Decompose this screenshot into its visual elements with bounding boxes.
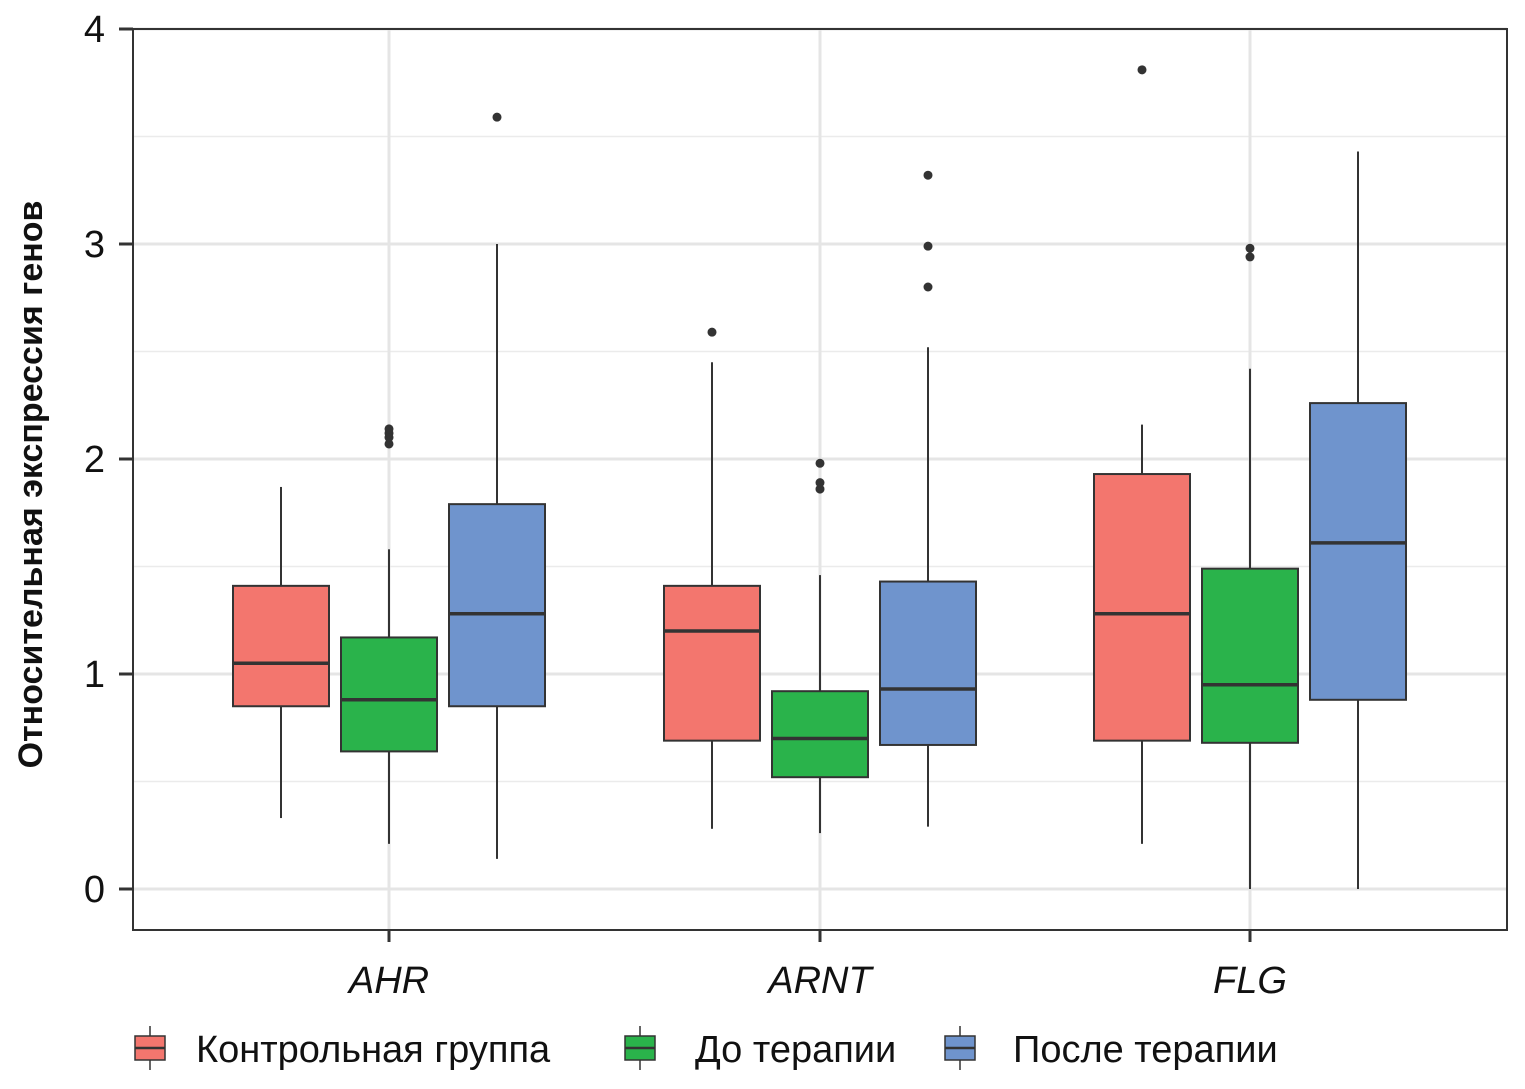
outlier-point xyxy=(1245,252,1255,262)
box-iqr xyxy=(1201,567,1299,744)
y-tick-label: 1 xyxy=(84,654,105,696)
box-ahr-2 xyxy=(448,112,546,859)
x-axis: AHR ARNT FLG xyxy=(347,930,1287,1002)
outlier-point xyxy=(815,484,825,494)
x-tick-label-arnt: ARNT xyxy=(766,960,874,1002)
legend-label: Контрольная группа xyxy=(196,1029,551,1071)
legend-label: После терапии xyxy=(1013,1029,1278,1071)
legend-item-0: Контрольная группа xyxy=(134,1026,551,1071)
box-flg-2 xyxy=(1309,151,1407,889)
outlier-point xyxy=(923,170,933,180)
y-tick-label: 0 xyxy=(84,869,105,911)
outlier-point xyxy=(384,424,394,434)
box-iqr xyxy=(340,636,438,753)
box-iqr xyxy=(1093,473,1191,742)
legend: Контрольная группа До терапии После терапи… xyxy=(134,1026,1278,1071)
outlier-point xyxy=(707,327,717,337)
y-tick-label: 3 xyxy=(84,224,105,266)
y-axis-title: Относительная экспрессия генов xyxy=(12,201,50,769)
legend-label: До терапии xyxy=(695,1029,896,1071)
legend-item-1: До терапии xyxy=(624,1026,896,1071)
y-tick-label: 4 xyxy=(84,9,105,51)
box-iqr xyxy=(663,584,761,742)
outlier-point xyxy=(1137,65,1147,75)
box-arnt-0 xyxy=(663,327,761,829)
box-arnt-2 xyxy=(879,170,977,827)
legend-item-2: После терапии xyxy=(944,1026,1278,1071)
box-iqr xyxy=(1309,402,1407,701)
box-ahr-0 xyxy=(232,486,330,819)
outlier-point xyxy=(492,112,502,122)
box-iqr xyxy=(771,690,869,779)
box-iqr xyxy=(448,503,546,708)
box-arnt-1 xyxy=(771,458,869,834)
x-tick-label-flg: FLG xyxy=(1213,960,1287,1002)
outlier-point xyxy=(923,241,933,251)
outlier-point xyxy=(384,439,394,449)
boxes xyxy=(232,65,1407,889)
box-ahr-1 xyxy=(340,424,438,844)
box-iqr xyxy=(232,584,330,708)
outlier-point xyxy=(923,282,933,292)
outlier-point xyxy=(815,478,825,488)
x-tick-label-ahr: AHR xyxy=(347,960,429,1002)
box-flg-1 xyxy=(1201,243,1299,889)
y-axis: 0 1 2 3 4 xyxy=(84,9,133,911)
outlier-point xyxy=(1245,243,1255,253)
box-flg-0 xyxy=(1093,65,1191,844)
outlier-point xyxy=(815,458,825,468)
y-tick-label: 2 xyxy=(84,439,105,481)
box-iqr xyxy=(879,580,977,746)
